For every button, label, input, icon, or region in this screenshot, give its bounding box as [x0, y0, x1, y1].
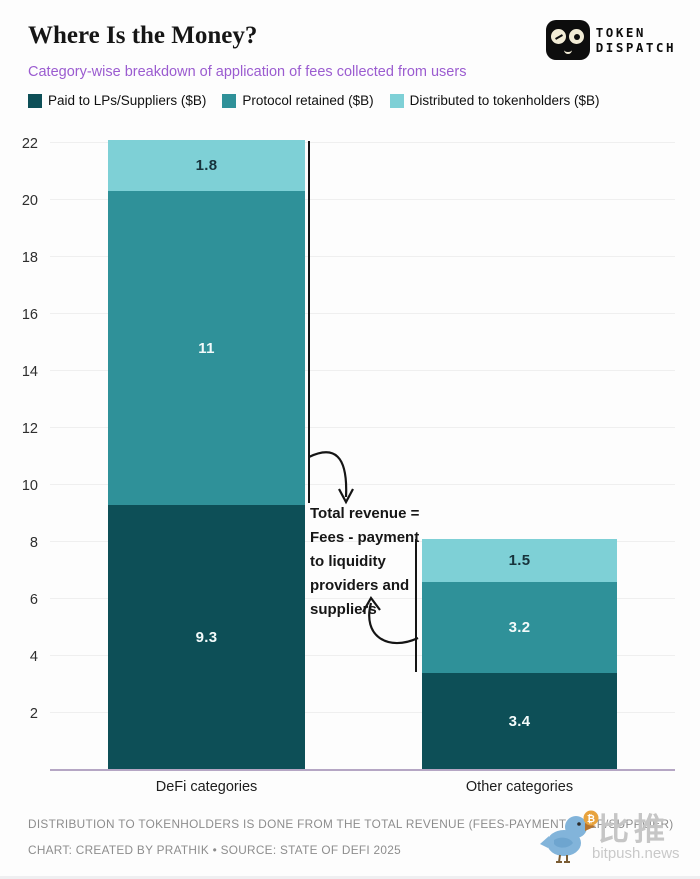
- bar-segment: 9.3: [108, 504, 305, 770]
- bar-segment: 1.8: [108, 140, 305, 192]
- gridline: [50, 541, 675, 542]
- bar-segment-value: 1.8: [195, 157, 218, 175]
- legend-item-protocol-retained: Protocol retained ($B): [222, 93, 374, 108]
- curved-arrow-down-icon: [308, 451, 354, 505]
- bar-segment: 11: [108, 191, 305, 505]
- annotation-line: Fees - payment: [310, 529, 420, 546]
- svg-text:₿: ₿: [587, 813, 595, 825]
- y-tick-label: 6: [29, 592, 38, 608]
- bar-segment-value: 3.4: [508, 713, 531, 731]
- legend-swatch-light-teal-icon: [389, 93, 404, 108]
- x-category-label: Other categories: [465, 779, 574, 795]
- plot-area: 9.3 11 1.8 DeFi categories 3.4 3.2 1.5 Other ca…: [50, 138, 675, 795]
- y-tick-label: 16: [21, 307, 38, 323]
- owl-logo-icon: [545, 20, 590, 60]
- annotation-line: providers and: [310, 577, 410, 594]
- y-tick-label: 20: [21, 193, 38, 209]
- gridline: [50, 370, 675, 371]
- y-tick-label: 14: [21, 364, 38, 380]
- x-axis-line: [50, 769, 675, 771]
- bar-segment: 3.4: [422, 673, 617, 770]
- logo-word-token: TOKEN: [595, 25, 646, 40]
- gridline: [50, 142, 675, 143]
- y-tick-label: 8: [29, 535, 38, 551]
- token-dispatch-logo: TOKEN DISPATCH: [545, 20, 676, 60]
- gridline: [50, 199, 675, 200]
- total-revenue-annotation: Total revenue = Fees - payment to liquid…: [310, 502, 419, 622]
- page-title: Where Is the Money?: [28, 22, 258, 49]
- y-tick-label: 2: [29, 706, 38, 722]
- bitpush-domain: bitpush.news: [592, 845, 680, 862]
- gridline: [50, 427, 675, 428]
- bitpush-watermark: ₿ 比推 bitpush.news: [540, 804, 690, 872]
- annotation-line: Total revenue =: [310, 505, 420, 522]
- bitpush-cjk-wordmark: 比推: [598, 812, 670, 847]
- curved-arrow-up-icon: [362, 596, 419, 645]
- bar-segment-value: 1.5: [508, 552, 531, 570]
- bar-segment-value: 3.2: [508, 619, 531, 637]
- logo-word-dispatch: DISPATCH: [595, 40, 676, 55]
- y-tick-label: 12: [21, 421, 38, 437]
- gridline: [50, 256, 675, 257]
- total-revenue-bracket-other: [415, 539, 417, 672]
- legend-swatch-dark-teal-icon: [28, 93, 42, 108]
- bar-segment-value: 11: [198, 339, 215, 357]
- x-category-label: DeFi categories: [155, 779, 258, 795]
- gridline: [50, 313, 675, 314]
- y-tick-label: 4: [29, 649, 38, 665]
- legend-label: Paid to LPs/Suppliers ($B): [48, 93, 207, 108]
- bar-segment-value: 9.3: [195, 628, 218, 646]
- gridline: [50, 655, 675, 656]
- chart-legend: Paid to LPs/Suppliers ($B) Protocol reta…: [28, 93, 600, 108]
- annotation-line: suppliers: [310, 601, 377, 618]
- total-revenue-bracket-defi: [308, 141, 310, 503]
- y-tick-label: 18: [21, 250, 38, 266]
- gridline: [50, 598, 675, 599]
- logo-wordmark: TOKEN DISPATCH: [596, 25, 676, 55]
- gridline: [50, 484, 675, 485]
- y-axis-labels: 2 4 6 8 10 12 14 16 18 20 22: [0, 136, 44, 770]
- footnote-distribution: DISTRIBUTION TO TOKENHOLDERS IS DONE FRO…: [28, 817, 674, 831]
- owl-left-eye-icon: [550, 29, 566, 44]
- footnote-credits: CHART: CREATED BY PRATHIK • SOURCE: STAT…: [28, 843, 401, 857]
- owl-mouth-icon: [563, 47, 572, 54]
- y-tick-label: 10: [21, 478, 38, 494]
- chart-subtitle: Category-wise breakdown of application o…: [28, 64, 467, 80]
- bar-segment: 1.5: [422, 539, 617, 582]
- stacked-bar: 3.4 3.2 1.5: [422, 539, 617, 770]
- stacked-bar: 9.3 11 1.8: [108, 140, 305, 770]
- bar-segment: 3.2: [422, 581, 617, 674]
- legend-item-distributed-tokenholders: Distributed to tokenholders ($B): [389, 93, 600, 108]
- legend-label: Protocol retained ($B): [242, 93, 374, 108]
- gridline: [50, 712, 675, 713]
- owl-right-eye-icon: [568, 29, 584, 44]
- y-tick-label: 22: [21, 136, 38, 152]
- legend-item-paid-to-lps: Paid to LPs/Suppliers ($B): [28, 93, 206, 108]
- legend-label: Distributed to tokenholders ($B): [409, 93, 600, 108]
- legend-swatch-mid-teal-icon: [222, 93, 237, 108]
- annotation-line: to liquidity: [310, 553, 386, 570]
- bottom-edge-strip: [0, 876, 700, 879]
- twitter-bird-icon: ₿: [540, 810, 599, 863]
